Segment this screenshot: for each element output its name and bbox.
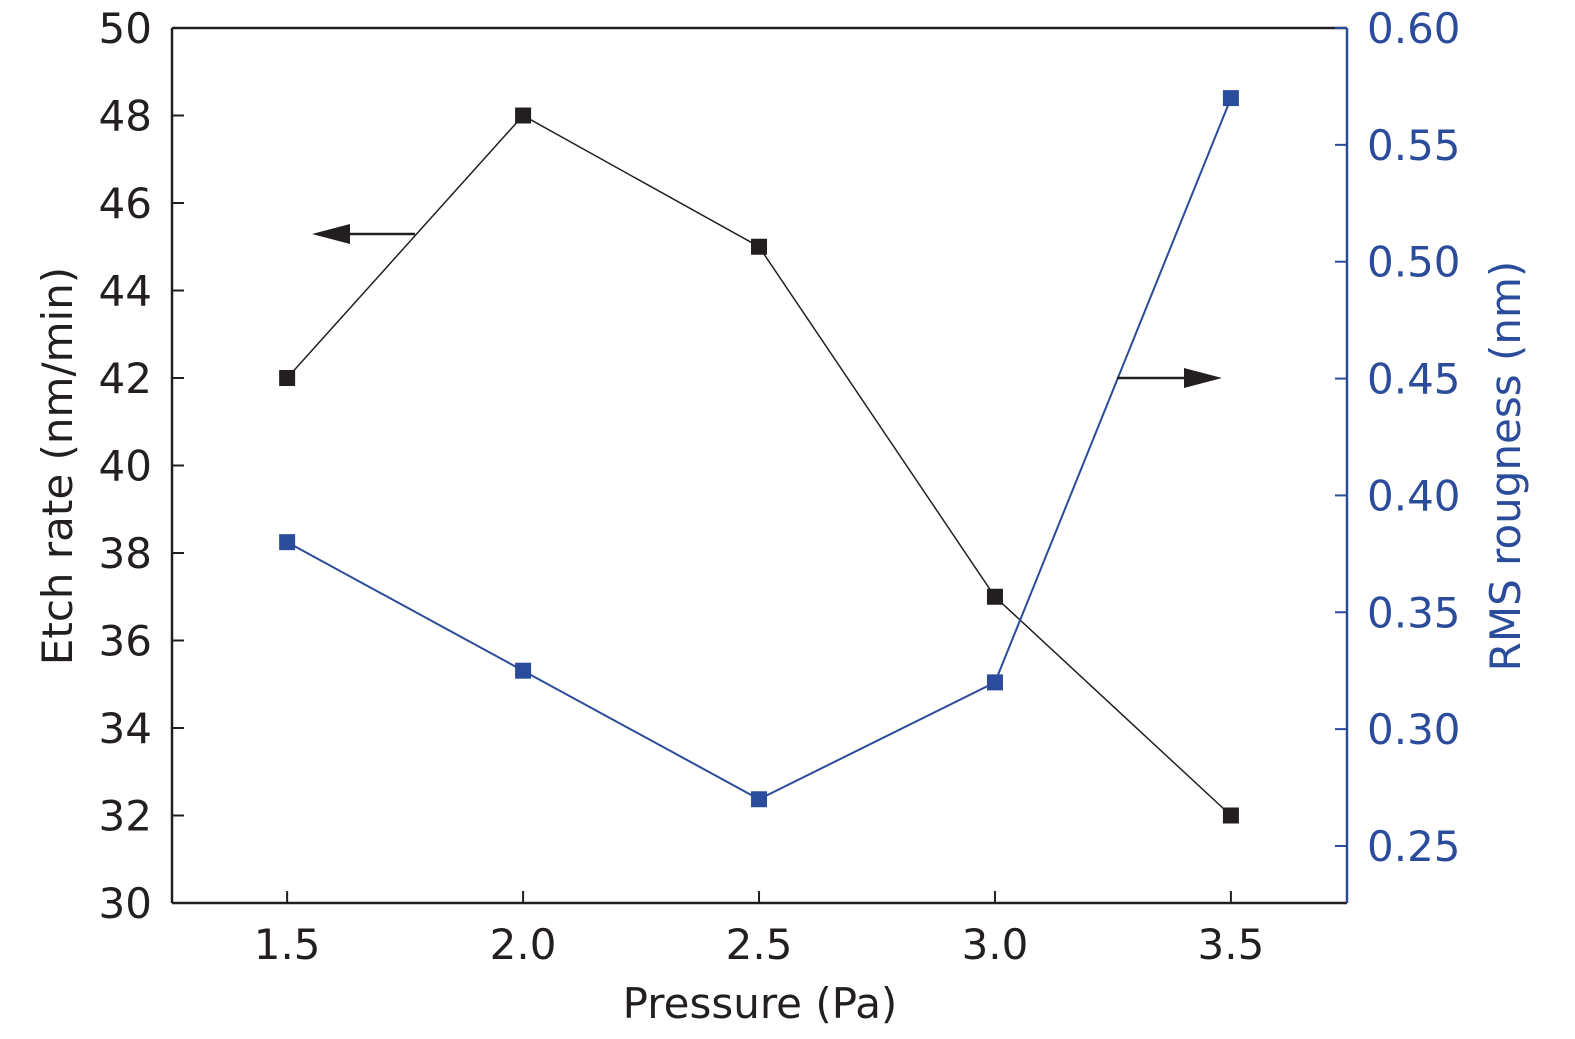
y-tick-label: 50 bbox=[99, 4, 152, 53]
x-tick-label: 1.5 bbox=[254, 920, 321, 969]
y2-tick-label: 0.55 bbox=[1367, 121, 1461, 170]
y2-tick-label: 0.35 bbox=[1367, 588, 1461, 637]
y-tick-label: 42 bbox=[99, 354, 152, 403]
x-axis-label: Pressure (Pa) bbox=[623, 979, 898, 1028]
y2-tick-label: 0.50 bbox=[1367, 238, 1461, 287]
left-arrow-icon bbox=[312, 224, 350, 244]
data-point-rms-roughness bbox=[751, 791, 768, 808]
y-tick-label: 34 bbox=[99, 704, 152, 753]
y2-tick-label: 0.60 bbox=[1367, 4, 1461, 53]
y2-tick-label: 0.40 bbox=[1367, 471, 1461, 520]
data-point-etch-rate bbox=[515, 107, 532, 124]
x-tick-label: 2.0 bbox=[490, 920, 557, 969]
y-tick-label: 40 bbox=[99, 442, 152, 491]
data-point-rms-roughness bbox=[986, 674, 1003, 691]
data-point-rms-roughness bbox=[1222, 90, 1239, 107]
x-tick-label: 3.5 bbox=[1198, 920, 1265, 969]
y-tick-label: 30 bbox=[99, 879, 152, 928]
y2-axis-label: RMS rougness (nm) bbox=[1481, 261, 1530, 672]
y-tick-label: 38 bbox=[99, 529, 152, 578]
data-point-etch-rate bbox=[279, 370, 296, 386]
data-point-rms-roughness bbox=[279, 534, 296, 551]
y-tick-label: 46 bbox=[99, 179, 152, 228]
y-tick-label: 48 bbox=[99, 92, 152, 141]
right-arrow-icon bbox=[1184, 368, 1222, 388]
y2-tick-label: 0.25 bbox=[1367, 822, 1461, 871]
y-tick-label: 44 bbox=[99, 267, 152, 316]
y2-tick-label: 0.45 bbox=[1367, 355, 1461, 404]
series-line-rms-roughness bbox=[286, 97, 1232, 801]
y-tick-label: 36 bbox=[99, 617, 152, 666]
x-tick-label: 3.0 bbox=[962, 920, 1029, 969]
x-tick-label: 2.5 bbox=[726, 920, 793, 969]
data-point-etch-rate bbox=[986, 588, 1003, 605]
data-point-etch-rate bbox=[751, 238, 768, 255]
data-point-etch-rate bbox=[1222, 807, 1239, 824]
y-tick-label: 32 bbox=[99, 792, 152, 841]
y2-tick-label: 0.30 bbox=[1367, 705, 1461, 754]
data-point-rms-roughness bbox=[515, 662, 532, 679]
series-line-etch-rate bbox=[286, 114, 1232, 817]
y-axis-label: Etch rate (nm/min) bbox=[33, 267, 82, 665]
